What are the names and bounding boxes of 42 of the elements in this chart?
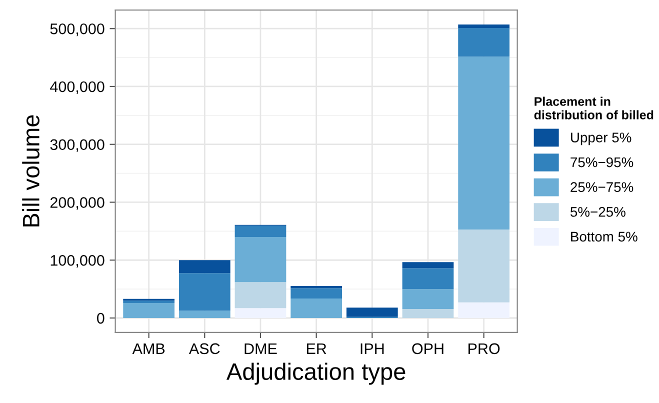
bar	[402, 268, 454, 290]
y-tick-label: 400,000	[50, 81, 104, 94]
bar	[234, 236, 286, 282]
y-axis-title: Bill volume	[22, 115, 40, 226]
legend-title: Placement in distribution of billed	[534, 96, 654, 120]
y-tick-label: 500,000	[50, 23, 104, 36]
bar	[402, 262, 454, 268]
y-tick-label: 0	[97, 312, 104, 324]
bar	[402, 289, 454, 310]
bar	[458, 302, 510, 318]
bar	[234, 226, 286, 237]
x-axis-title: Adjudication type	[226, 362, 406, 385]
bar	[458, 56, 510, 230]
bar	[178, 260, 230, 274]
x-tick-label: OPH	[412, 343, 444, 354]
x-tick-label: ER	[306, 343, 326, 354]
legend-label: 25%−75%	[570, 182, 634, 192]
bar	[458, 229, 510, 302]
bar	[234, 308, 286, 318]
bar	[458, 24, 510, 28]
y-tick-label: 100,000	[50, 254, 104, 268]
bar	[178, 310, 230, 318]
bar	[178, 273, 230, 311]
bar	[402, 309, 454, 318]
bar	[290, 288, 342, 299]
x-tick-label: PRO	[468, 343, 500, 354]
y-tick-label: 300,000	[50, 139, 104, 152]
bar	[123, 302, 175, 318]
x-tick-label: AMB	[132, 343, 165, 354]
legend-label: 75%−95%	[570, 157, 634, 168]
x-tick-label: DME	[244, 343, 277, 354]
legend-label: Bottom 5%	[571, 232, 638, 242]
bar	[234, 282, 286, 308]
legend-label: 5%−25%	[570, 206, 626, 217]
bar	[290, 286, 342, 288]
bar	[346, 308, 398, 317]
bar	[290, 298, 342, 318]
y-tick-label: 200,000	[50, 197, 104, 210]
legend-label: Upper 5%	[571, 132, 632, 146]
bar	[458, 28, 510, 57]
x-tick-label: IPH	[360, 343, 384, 354]
x-tick-label: ASC	[188, 343, 220, 354]
